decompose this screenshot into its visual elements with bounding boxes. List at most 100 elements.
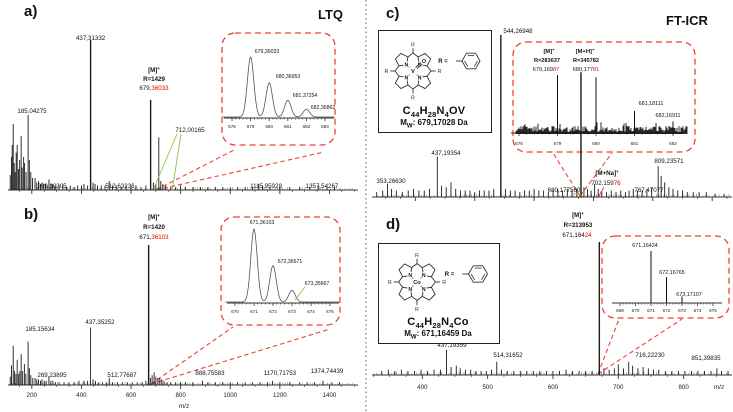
svg-text:700: 700 [613,384,624,391]
svg-text:R=1420: R=1420 [143,224,165,231]
svg-text:512,63236: 512,63236 [105,183,135,190]
svg-text:R: R [388,280,392,286]
svg-text:681: 681 [284,124,292,129]
svg-text:674: 674 [694,308,702,313]
molecular-weight-d: MW: 671,16459 Da [404,329,472,341]
svg-text:675: 675 [709,308,717,313]
svg-text:400: 400 [417,384,428,391]
svg-text:681: 681 [631,141,639,146]
svg-text:679,36033: 679,36033 [255,49,280,55]
porphyrin-cobalt-drawing: R R R R N N N NCo R = [388,253,489,313]
svg-text:671,16424: 671,16424 [632,243,657,249]
svg-text:m/z: m/z [179,403,189,410]
svg-text:185,15634: 185,15634 [25,326,55,333]
svg-text:767,47077: 767,47077 [634,187,664,194]
svg-text:269,23895: 269,23895 [37,372,67,379]
panel-d-inset: 669 670 671 672 673 674 675 671,16424 672,16765 6… [601,235,730,319]
porphyrin-vanadyl-drawing: R R R R N N N NV O R = [385,42,481,102]
svg-text:R=313953: R=313953 [564,222,593,229]
svg-text:437,35252: 437,35252 [85,319,115,326]
svg-text:673,35667: 673,35667 [305,281,330,287]
svg-text:R: R [411,42,415,48]
svg-text:682: 682 [669,141,677,146]
svg-text:712,00165: 712,00165 [175,127,205,134]
svg-text:[M]+: [M]+ [148,213,160,221]
svg-text:600: 600 [126,392,137,399]
svg-text:800: 800 [678,384,689,391]
svg-text:R: R [442,280,446,286]
svg-text:N: N [408,273,412,279]
svg-text:R=1429: R=1429 [143,76,165,83]
svg-text:675: 675 [326,309,334,314]
svg-text:512,77687: 512,77687 [107,372,137,379]
formula-d: C44H28N4Co [407,315,469,330]
svg-text:1400: 1400 [323,392,337,399]
panel-a-spectrum: 678 679 680 681 682 683 679,36033 680,36953 681,… [8,32,358,194]
svg-text:679: 679 [247,124,255,129]
svg-text:702,15976: 702,15976 [591,180,621,187]
panel-a-inset: 678 679 680 681 682 683 679,36033 680,36953 681,… [221,32,336,146]
svg-text:1000: 1000 [223,392,237,399]
svg-text:[M]+: [M]+ [148,66,160,74]
svg-text:671: 671 [250,309,258,314]
svg-text:514,31652: 514,31652 [493,352,523,359]
svg-text:R: R [411,96,415,102]
svg-text:R: R [438,69,442,75]
svg-text:N: N [405,62,409,68]
svg-text:500: 500 [482,384,493,391]
svg-text:680,17781: 680,17781 [573,67,599,73]
svg-text:672: 672 [269,309,277,314]
svg-text:682,36862: 682,36862 [311,105,336,111]
panel-b-letter: b) [24,206,39,223]
panel-d-spectrum: 669 670 671 672 673 674 675 671,16424 672,16765 6… [372,211,732,391]
svg-text:671,16424: 671,16424 [562,232,592,239]
svg-text:[M+Na]+: [M+Na]+ [595,169,619,177]
svg-text:680,177560: 680,177560 [548,187,581,194]
panel-c-inset: 678 679 680 681 682 [M]+ [M+H]+ R=283637 R=34578… [511,41,696,153]
svg-text:1170,71753: 1170,71753 [264,370,297,377]
svg-text:185,04275: 185,04275 [17,108,47,115]
svg-text:679,36033: 679,36033 [139,85,169,92]
svg-text:m/z: m/z [714,384,724,391]
svg-text:682: 682 [303,124,311,129]
svg-text:678: 678 [515,141,523,146]
svg-text:437,31332: 437,31332 [76,35,106,42]
svg-text:674: 674 [307,309,315,314]
panel-a-letter: a) [24,3,38,20]
panel-c-spectrum: 678 679 680 681 682 [M]+ [M+H]+ R=283637 R=34578… [372,28,732,201]
svg-text:671: 671 [647,308,655,313]
svg-text:600: 600 [548,384,559,391]
svg-text:681,37254: 681,37254 [293,93,318,99]
svg-text:680: 680 [592,141,600,146]
svg-text:R =: R = [445,272,455,278]
svg-text:678: 678 [228,124,236,129]
svg-text:N: N [405,76,409,82]
svg-text:1357,54267: 1357,54267 [306,183,339,190]
svg-text:269,20305: 269,20305 [37,183,67,190]
svg-text:353,26630: 353,26630 [376,178,406,185]
svg-text:682,16911: 682,16911 [655,113,680,119]
svg-text:R=283637: R=283637 [534,58,560,64]
svg-text:673,17107: 673,17107 [676,292,701,298]
svg-text:809,23571: 809,23571 [654,158,684,165]
svg-text:N: N [422,287,426,293]
svg-text:800: 800 [175,392,186,399]
svg-text:680: 680 [265,124,273,129]
svg-text:888,75583: 888,75583 [195,370,225,377]
svg-text:672: 672 [663,308,671,313]
svg-text:Co: Co [413,280,421,286]
svg-text:681,18111: 681,18111 [639,101,664,107]
instrument-label-ltq: LTQ [318,7,344,22]
svg-text:679: 679 [554,141,562,146]
svg-text:N: N [418,62,422,68]
svg-text:669: 669 [616,308,624,313]
svg-text:670: 670 [632,308,640,313]
svg-text:1374,74439: 1374,74439 [311,368,344,375]
svg-text:683: 683 [321,124,329,129]
svg-text:680,36953: 680,36953 [276,74,301,80]
svg-text:437,19359: 437,19359 [437,342,467,349]
panel-b-spectrum: 670 671 672 673 674 675 671,36103 672,36671 673,… [8,213,358,410]
